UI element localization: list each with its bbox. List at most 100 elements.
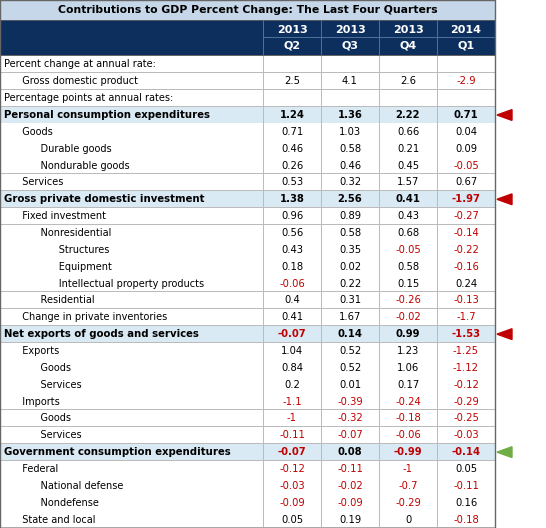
Bar (263, 360, 264, 376)
Bar (0, 56, 495, 73)
Bar (0, 173, 495, 174)
Bar (321, 360, 322, 376)
Bar (0, 90, 495, 107)
Text: 0.04: 0.04 (455, 127, 477, 137)
Bar (321, 275, 322, 292)
Text: -0.11: -0.11 (337, 464, 363, 474)
Bar (321, 292, 322, 309)
Text: -1.25: -1.25 (453, 346, 479, 356)
Bar (321, 393, 322, 410)
Bar (263, 191, 264, 208)
Text: Services: Services (28, 430, 81, 440)
Text: -0.02: -0.02 (337, 481, 363, 491)
Bar (0, 376, 495, 393)
Bar (0, 156, 495, 157)
Text: 0.56: 0.56 (281, 228, 303, 238)
Bar (0, 444, 495, 460)
Text: 0.89: 0.89 (339, 211, 361, 221)
Text: 0.46: 0.46 (339, 161, 361, 171)
Bar (263, 258, 264, 275)
Bar (321, 124, 322, 140)
Text: 2013: 2013 (277, 25, 307, 35)
Text: 0.52: 0.52 (339, 363, 361, 373)
Bar (0, 326, 495, 343)
Text: 0.32: 0.32 (339, 177, 361, 187)
Text: 0.01: 0.01 (339, 380, 361, 390)
Text: -2.9: -2.9 (456, 76, 476, 86)
Bar (0, 208, 495, 224)
Text: 0.2: 0.2 (284, 380, 300, 390)
Text: -0.99: -0.99 (394, 447, 422, 457)
Polygon shape (497, 447, 512, 458)
Text: -0.06: -0.06 (395, 430, 421, 440)
Bar (0, 309, 495, 326)
Bar (0, 494, 495, 511)
Text: Goods: Goods (28, 413, 71, 423)
Bar (321, 73, 322, 90)
Text: 1.04: 1.04 (281, 346, 303, 356)
Text: -0.14: -0.14 (452, 447, 480, 457)
Bar (0, 89, 495, 90)
Bar (321, 20, 322, 56)
Text: -0.12: -0.12 (279, 464, 305, 474)
Bar (0, 409, 495, 410)
Bar (379, 20, 380, 56)
Bar (321, 90, 322, 107)
Text: 0.15: 0.15 (397, 279, 419, 289)
Text: -0.39: -0.39 (337, 397, 363, 407)
Bar (0, 20, 495, 56)
Bar (263, 292, 264, 309)
Bar (0, 511, 495, 528)
Text: 0.58: 0.58 (397, 262, 419, 272)
Bar (0, 157, 495, 174)
Bar (0, 241, 495, 258)
Bar (263, 20, 264, 56)
Bar (263, 241, 264, 258)
Bar (263, 208, 264, 224)
Text: State and local: State and local (16, 515, 96, 525)
Polygon shape (497, 329, 512, 340)
Text: 0.02: 0.02 (339, 262, 361, 272)
Text: 0.43: 0.43 (281, 245, 303, 255)
Text: 0.31: 0.31 (339, 296, 361, 305)
Bar (263, 326, 264, 343)
Bar (0, 392, 495, 393)
Text: -0.18: -0.18 (453, 515, 479, 525)
Text: -0.07: -0.07 (337, 430, 363, 440)
Bar (263, 275, 264, 292)
Bar (0, 291, 495, 292)
Text: Residential: Residential (28, 296, 94, 305)
Bar (0, 426, 495, 427)
Text: 0.17: 0.17 (397, 380, 419, 390)
Text: Government consumption expenditures: Government consumption expenditures (4, 447, 231, 457)
Bar (0, 258, 495, 275)
Bar (321, 410, 322, 427)
Text: 0.99: 0.99 (396, 329, 420, 339)
Bar (321, 241, 322, 258)
Text: Goods: Goods (16, 127, 53, 137)
Text: 0.52: 0.52 (339, 346, 361, 356)
Text: 1.23: 1.23 (397, 346, 419, 356)
Text: 0.58: 0.58 (339, 144, 361, 154)
Bar (263, 494, 264, 511)
Text: 0.18: 0.18 (281, 262, 303, 272)
Text: 0.05: 0.05 (455, 464, 477, 474)
Text: 0.08: 0.08 (337, 447, 363, 457)
Text: 1.38: 1.38 (280, 194, 305, 204)
Text: 1.57: 1.57 (397, 177, 419, 187)
Bar (263, 56, 264, 73)
Bar (263, 124, 264, 140)
Bar (263, 73, 264, 90)
Bar (321, 427, 322, 444)
Bar (0, 410, 495, 427)
Text: 0.24: 0.24 (455, 279, 477, 289)
Text: -0.27: -0.27 (453, 211, 479, 221)
Text: -0.25: -0.25 (453, 413, 479, 423)
Text: -0.06: -0.06 (279, 279, 305, 289)
Text: Nondefense: Nondefense (28, 498, 99, 508)
Bar (0, 343, 495, 360)
Text: Q3: Q3 (341, 41, 359, 51)
Text: 2.6: 2.6 (400, 76, 416, 86)
Text: -1.12: -1.12 (453, 363, 479, 373)
Bar (0, 460, 495, 477)
